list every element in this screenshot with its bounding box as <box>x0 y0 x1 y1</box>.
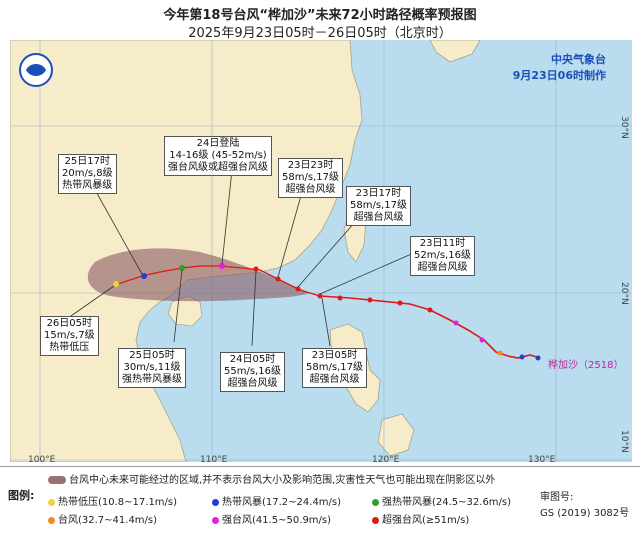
sts-dot-icon <box>372 498 379 506</box>
review-label: 审图号: <box>540 492 574 503</box>
issue-time: 9月23日06时制作 <box>512 69 606 82</box>
typhoon-track-map <box>10 40 632 462</box>
lat-label-10: 10°N <box>619 430 629 453</box>
sty-dot-icon <box>212 516 219 524</box>
annotation-23d11: 23日11时 52m/s,16级 超强台风级 <box>410 236 475 276</box>
ty-dot-icon <box>48 516 55 524</box>
graticule <box>10 40 632 462</box>
lat-label-20: 20°N <box>619 282 629 305</box>
cone-description: 台风中心未来可能经过的区域,并不表示台风大小及影响范围,灾害性天气也可能出现在阴… <box>69 475 496 486</box>
northeast-land <box>429 40 481 63</box>
lon-label-130: 130°E <box>528 455 556 465</box>
past-track <box>319 295 541 359</box>
legend-item-sts: 强热带风暴(24.5~32.6m/s) <box>372 493 511 508</box>
map-title: 今年第18号台风“桦加沙”未来72小时路径概率预报图 <box>163 8 477 23</box>
legend-item-td: 热带低压(10.8~17.1m/s) <box>48 493 177 508</box>
map-subtitle: 2025年9月23日05时－26日05时（北京时） <box>188 26 452 41</box>
cma-emblem-icon <box>19 53 53 87</box>
annotation-23d05: 23日05时 58m/s,17级 超强台风级 <box>302 348 367 388</box>
annotation-26d05: 26日05时 15m/s,7级 热带低压 <box>40 316 99 356</box>
philippines-south <box>377 413 415 457</box>
probability-cone <box>87 248 311 302</box>
legend-item-ts: 热带风暴(17.2~24.4m/s) <box>212 493 341 508</box>
annotation-23d23: 23日23时 58m/s,17级 超强台风级 <box>278 158 343 198</box>
lon-label-110: 110°E <box>200 455 228 465</box>
annotation-24d05: 24日05时 55m/s,16级 超强台风级 <box>220 352 285 392</box>
td-dot-icon <box>48 498 55 506</box>
storm-name-label: 桦加沙（2518） <box>548 360 624 371</box>
supty-dot-icon <box>372 516 379 524</box>
ts-dot-icon <box>212 498 219 506</box>
agency-name: 中央气象台 <box>551 53 606 66</box>
annotation-23d17: 23日17时 58m/s,17级 超强台风级 <box>346 186 411 226</box>
annotation-25d17: 25日17时 20m/s,8级 热带风暴级 <box>58 154 117 194</box>
legend-cone-row: 台风中心未来可能经过的区域,并不表示台风大小及影响范围,灾害性天气也可能出现在阴… <box>48 471 495 486</box>
review-number: GS (2019) 3082号 <box>540 508 630 519</box>
track-points <box>113 263 541 361</box>
leader-lines <box>67 169 417 347</box>
legend-item-sty: 强台风(41.5~50.9m/s) <box>212 511 331 526</box>
legend-panel: 图例: 台风中心未来可能经过的区域,并不表示台风大小及影响范围,灾害性天气也可能… <box>0 466 640 533</box>
annotation-25d05: 25日05时 30m/s,11级 强热带风暴级 <box>118 348 186 388</box>
lon-label-120: 120°E <box>372 455 400 465</box>
legend-title: 图例: <box>8 489 35 502</box>
legend-item-ty: 台风(32.7~41.4m/s) <box>48 511 157 526</box>
lon-label-100: 100°E <box>28 455 56 465</box>
annotation-24d-landfall: 24日登陆 14-16级 (45-52m/s) 强台风级或超强台风级 <box>164 136 272 176</box>
cone-swatch <box>48 476 66 484</box>
lat-label-30: 30°N <box>619 116 629 139</box>
legend-item-supty: 超强台风(≥51m/s) <box>372 511 469 526</box>
